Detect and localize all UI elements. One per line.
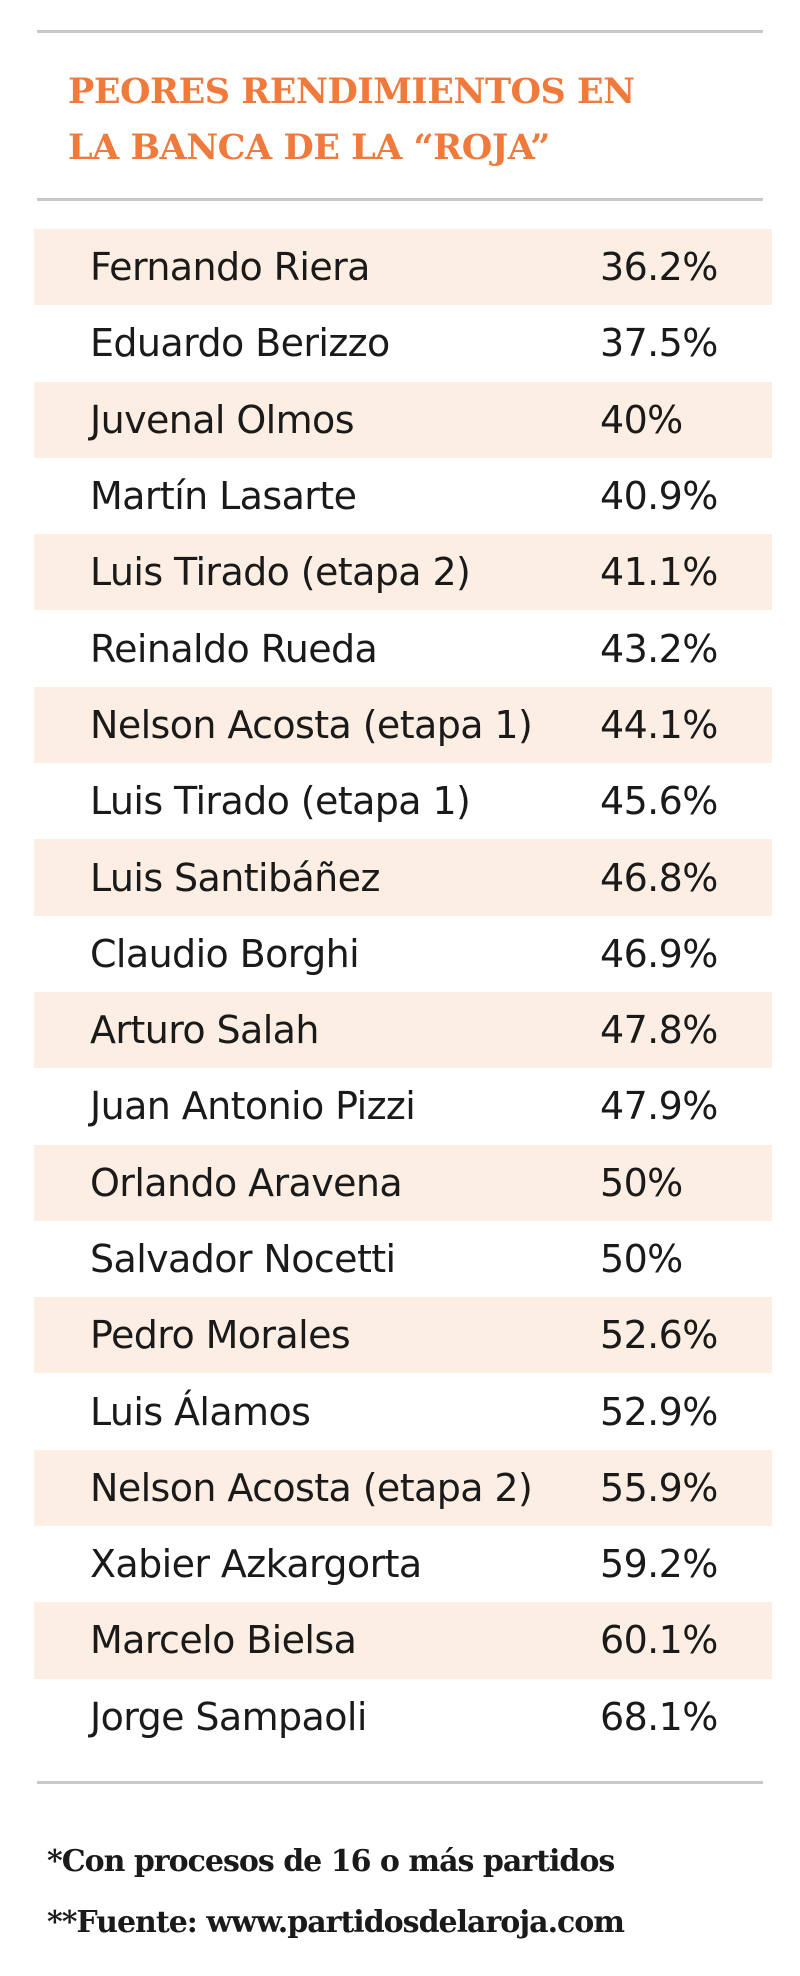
coach-name: Luis Santibáñez [90,855,380,900]
performance-percentage: 52.6% [600,1313,718,1358]
coach-name: Eduardo Berizzo [90,321,390,366]
table-row: Orlando Aravena 50% [34,1144,772,1221]
performance-percentage: 40% [600,397,683,442]
coach-name: Arturo Salah [90,1008,319,1053]
performance-percentage: 60.1% [600,1618,718,1663]
performance-percentage: 43.2% [600,626,718,671]
footnote-criteria: *Con procesos de 16 o más partidos [47,1844,615,1879]
bottom-divider [37,1781,763,1784]
table-row: Juan Antonio Pizzi 47.9% [34,1068,772,1144]
coach-name: Marcelo Bielsa [90,1618,357,1663]
footnote-source: **Fuente: www.partidosdelaroja.com [47,1905,625,1940]
title-divider [37,198,763,201]
performance-percentage: 47.8% [600,1008,718,1053]
performance-percentage: 52.9% [600,1389,718,1434]
table-row: Jorge Sampaoli 68.1% [34,1679,772,1755]
coach-name: Nelson Acosta (etapa 1) [90,702,533,747]
performance-percentage: 46.8% [600,855,718,900]
table-row: Luis Tirado (etapa 1) 45.6% [34,763,772,839]
table-row: Pedro Morales 52.6% [34,1297,772,1374]
coach-name: Luis Tirado (etapa 2) [90,550,471,595]
table-row: Juvenal Olmos 40% [34,381,772,458]
coach-name: Pedro Morales [90,1313,351,1358]
table-row: Xabier Azkargorta 59.2% [34,1526,772,1602]
coach-name: Nelson Acosta (etapa 2) [90,1465,533,1510]
table-row: Claudio Borghi 46.9% [34,916,772,992]
coach-name: Luis Álamos [90,1389,311,1434]
performance-percentage: 40.9% [600,474,718,519]
performance-percentage: 37.5% [600,321,718,366]
performance-percentage: 59.2% [600,1542,718,1587]
coach-name: Martín Lasarte [90,474,357,519]
table-row: Fernando Riera 36.2% [34,229,772,306]
coach-name: Jorge Sampaoli [90,1694,367,1739]
performance-percentage: 45.6% [600,779,718,824]
performance-percentage: 36.2% [600,245,718,290]
table-row: Eduardo Berizzo 37.5% [34,305,772,381]
table-row: Martín Lasarte 40.9% [34,458,772,534]
table-row: Nelson Acosta (etapa 1) 44.1% [34,686,772,764]
coach-name: Salvador Nocetti [90,1237,396,1281]
title-line-1: PEORES RENDIMIENTOS EN [68,71,635,112]
chart-title: PEORES RENDIMIENTOS EN LA BANCA DE LA “R… [68,64,758,176]
coach-name: Juvenal Olmos [90,397,355,442]
performance-percentage: 47.9% [600,1084,718,1129]
coach-performance-table: Fernando Riera 36.2% Eduardo Berizzo 37.5% J… [34,229,772,1755]
performance-percentage: 50% [600,1237,683,1281]
performance-percentage: 46.9% [600,931,718,976]
table-row: Reinaldo Rueda 43.2% [34,610,772,686]
coach-name: Luis Tirado (etapa 1) [90,779,471,824]
top-divider [37,30,763,33]
performance-percentage: 55.9% [600,1465,718,1510]
table-row: Nelson Acosta (etapa 2) 55.9% [34,1449,772,1527]
performance-percentage: 50% [600,1160,683,1205]
coach-name: Fernando Riera [90,245,370,290]
performance-percentage: 68.1% [600,1694,718,1739]
table-row: Marcelo Bielsa 60.1% [34,1602,772,1679]
coach-name: Reinaldo Rueda [90,626,378,671]
table-row: Luis Tirado (etapa 2) 41.1% [34,534,772,611]
table-row: Salvador Nocetti 50% [34,1221,772,1297]
coach-name: Xabier Azkargorta [90,1542,422,1587]
table-row: Arturo Salah 47.8% [34,991,772,1069]
table-row: Luis Santibáñez 46.8% [34,839,772,916]
coach-name: Orlando Aravena [90,1160,403,1205]
performance-percentage: 44.1% [600,702,718,747]
table-row: Luis Álamos 52.9% [34,1373,772,1449]
performance-percentage: 41.1% [600,550,718,595]
coach-name: Juan Antonio Pizzi [90,1084,416,1129]
title-line-2: LA BANCA DE LA “ROJA” [68,127,550,168]
coach-name: Claudio Borghi [90,931,360,976]
